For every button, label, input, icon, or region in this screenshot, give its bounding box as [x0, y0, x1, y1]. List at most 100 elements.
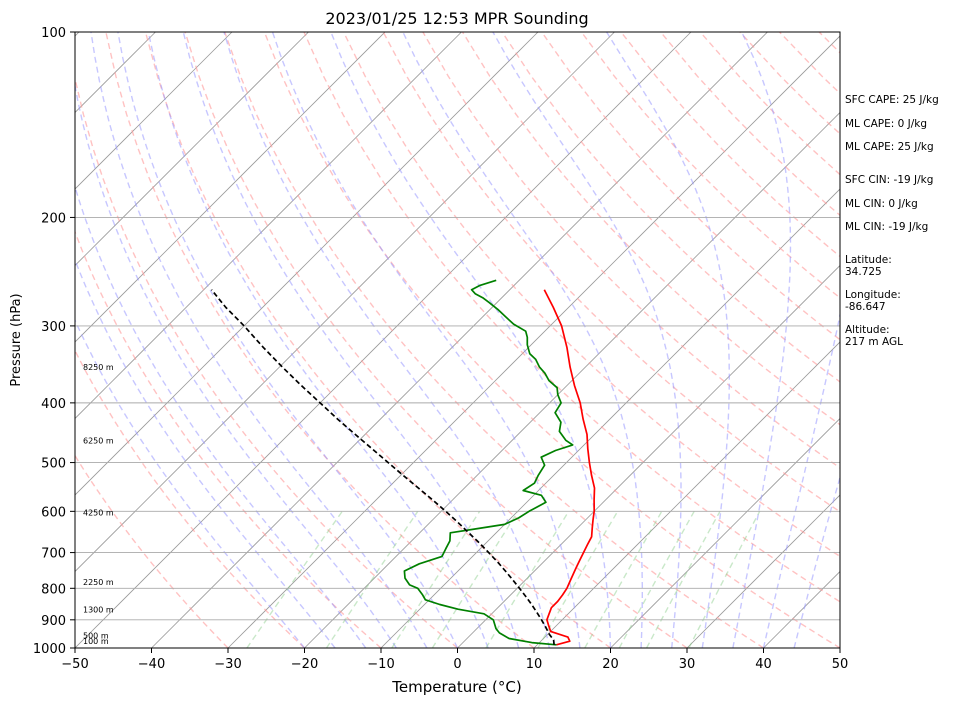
mixing-ratio-line [645, 510, 721, 648]
isotherm-line [75, 32, 615, 573]
y-tick-label: 500 [41, 457, 66, 472]
moist-adiabat-line [271, 32, 581, 648]
plot-frame [74, 31, 841, 649]
height-label: 2250 m [83, 578, 114, 587]
y-tick-label: 800 [41, 582, 66, 597]
y-tick-label: 200 [41, 211, 66, 226]
height-label: 100 m [83, 637, 109, 646]
isotherm-line [0, 32, 3, 648]
x-tick-label: −30 [214, 657, 241, 672]
dry-adiabat-line [105, 32, 535, 648]
series-layer [210, 279, 596, 646]
moist-adiabat-line [793, 474, 840, 648]
moist-adiabat-line [402, 32, 643, 648]
y-tick-label: 900 [41, 614, 66, 629]
y-tick-label: 300 [41, 320, 66, 335]
mixing-ratio-line [618, 510, 695, 648]
y-tick-label: 1000 [33, 642, 66, 657]
ml-cin-text-2: ML CIN: -19 J/kg [845, 221, 929, 233]
moist-adiabat-line [606, 32, 730, 648]
moist-adiabat-line [75, 82, 397, 648]
latitude-text: Latitude: 34.725 [845, 254, 892, 278]
dry-adiabat-line [580, 32, 840, 299]
isotherm-line [304, 111, 840, 648]
sfc-cape-text: SFC CAPE: 25 J/kg [845, 94, 939, 106]
dry-adiabat-line [224, 32, 764, 648]
moist-adiabat-line [492, 32, 682, 648]
moist-adiabat-line [75, 184, 367, 648]
chart-title: 2023/01/25 12:53 MPR Sounding [325, 9, 588, 28]
mixing-ratio-line [688, 510, 761, 648]
isotherm-line [75, 32, 692, 648]
moist-adiabat-line [182, 32, 520, 648]
height-label: 1300 m [83, 606, 114, 615]
parcel-profile-line [210, 289, 555, 645]
altitude-text: Altitude: 217 m AGL [845, 324, 903, 348]
moist-adiabat-line [762, 311, 840, 648]
sfc-cin-text: SFC CIN: -19 J/kg [845, 174, 934, 186]
height-label: 4250 m [83, 509, 114, 518]
temperature-line [543, 289, 596, 646]
height-label: 8250 m [83, 363, 114, 372]
dry-adiabat-line [184, 32, 688, 648]
dry-adiabat-line [75, 454, 229, 648]
mixing-ratio-line [584, 510, 663, 648]
x-tick-label: −50 [61, 657, 88, 672]
moist-adiabat-line [90, 32, 428, 648]
dry-adiabat-line [75, 349, 305, 648]
height-label: 500 m [83, 632, 109, 641]
x-tick-label: 30 [679, 657, 696, 672]
x-axis-label: Temperature (°C) [391, 678, 521, 696]
y-axis-label: Pressure (hPa) [9, 293, 24, 386]
dry-adiabat-line [342, 32, 840, 558]
x-tick-label: 40 [755, 657, 772, 672]
mixing-ratio-line [246, 510, 343, 648]
y-tick-label: 600 [41, 505, 66, 520]
dry-adiabat-line [75, 75, 458, 648]
x-axis-ticks: −50 −40 −30 −20 −10 0 10 20 30 40 50 [61, 648, 848, 672]
moist-adiabat-line [75, 258, 336, 648]
x-tick-label: −40 [138, 657, 165, 672]
y-tick-label: 400 [41, 397, 66, 412]
mixing-ratio-line [485, 510, 570, 648]
isotherm-line [610, 417, 840, 648]
moist-adiabat-line [117, 32, 459, 648]
y-axis-ticks: 100 200 300 400 500 600 700 800 900 1000 [33, 26, 75, 657]
isotherm-line [75, 32, 233, 190]
y-tick-label: 100 [41, 26, 66, 41]
x-tick-label: 10 [526, 657, 543, 672]
isotherm-line [380, 188, 840, 648]
moist-adiabat-line [147, 32, 489, 648]
height-label: 6250 m [83, 436, 114, 445]
y-tick-label: 700 [41, 547, 66, 562]
pressure-gridlines [75, 31, 840, 649]
isotherm-line [533, 341, 840, 648]
x-tick-label: 0 [453, 657, 461, 672]
isotherm-line [75, 32, 462, 420]
isotherm-line [75, 32, 309, 267]
x-tick-label: −20 [291, 657, 318, 672]
x-tick-label: 20 [602, 657, 619, 672]
dry-adiabat-line [144, 32, 611, 648]
longitude-text: Longitude: -86.647 [845, 289, 901, 313]
background-lines [0, 32, 840, 648]
ml-cape-text-1: ML CAPE: 0 J/kg [845, 118, 928, 130]
x-tick-label: 50 [832, 657, 849, 672]
moist-adiabat-line [732, 32, 792, 648]
ml-cin-text-1: ML CIN: 0 J/kg [845, 198, 918, 210]
moist-adiabat-line [330, 32, 612, 648]
isotherm-line [75, 32, 539, 496]
dewpoint-line [403, 279, 574, 646]
isotherm-line [227, 35, 840, 648]
isotherm-line [686, 494, 840, 648]
ml-cape-text-2: ML CAPE: 25 J/kg [845, 141, 934, 153]
mixing-ratio-line [537, 510, 619, 648]
x-tick-label: −10 [367, 657, 394, 672]
isotherm-line [151, 32, 768, 648]
isotherm-line [75, 32, 386, 343]
moist-adiabat-line [223, 32, 550, 648]
mixing-ratio-line [431, 510, 519, 648]
dry-adiabat-line [263, 32, 840, 648]
